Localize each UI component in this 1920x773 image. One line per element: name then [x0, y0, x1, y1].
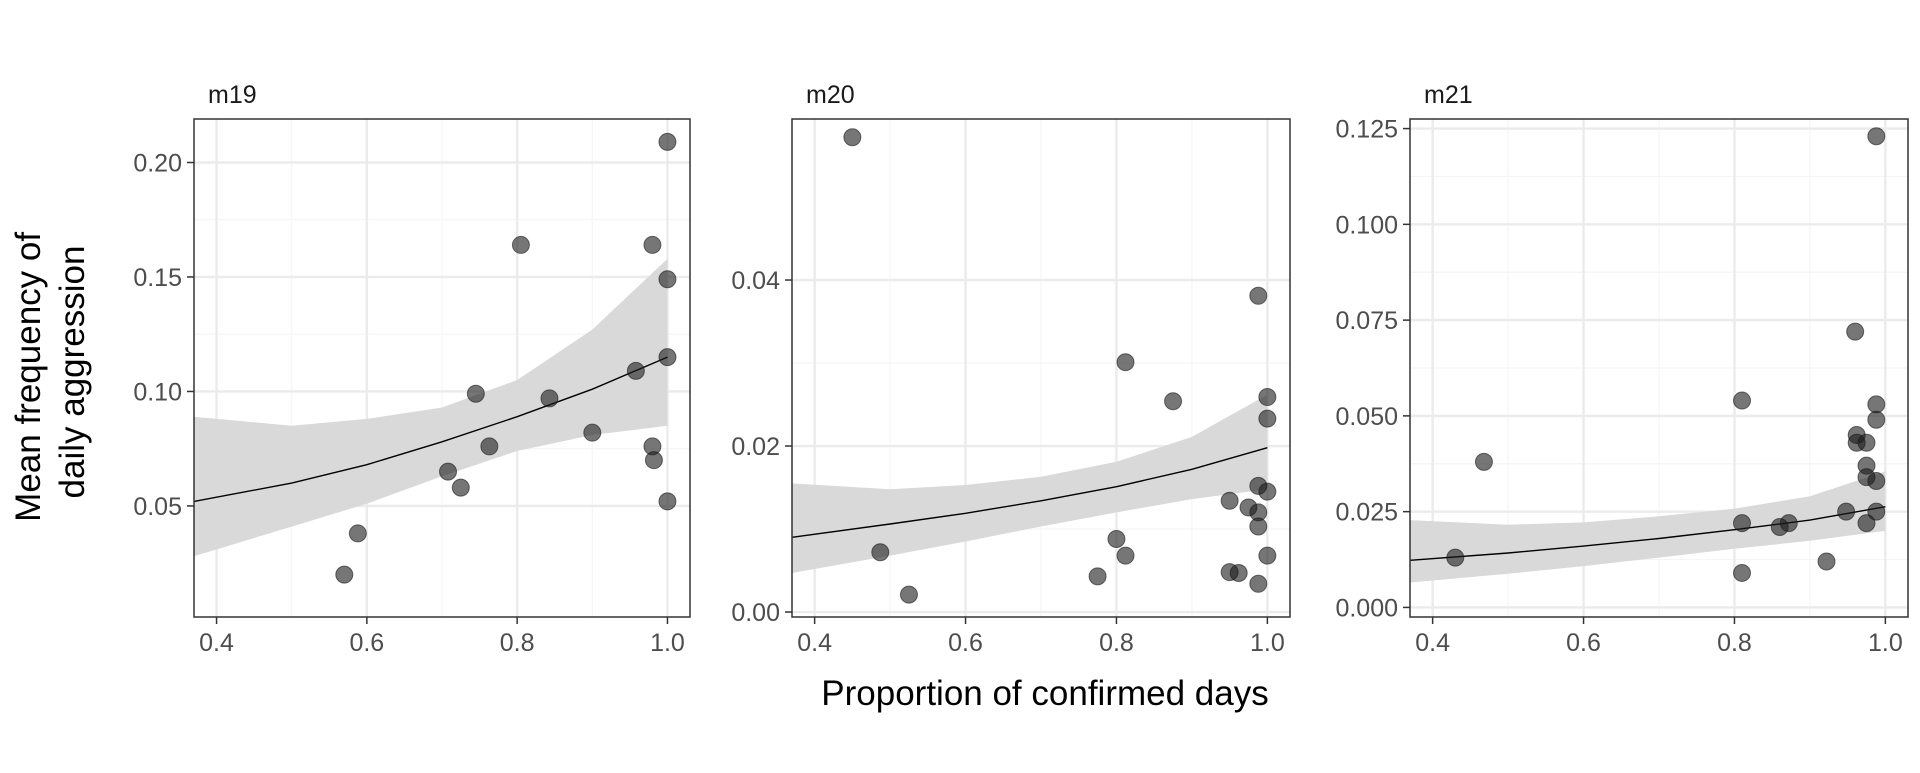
data-point	[1867, 410, 1886, 429]
confidence-ribbon	[194, 258, 668, 557]
data-point	[1867, 472, 1886, 491]
data-point	[871, 543, 890, 562]
x-tick-label: 0.4	[199, 629, 234, 657]
data-point	[1867, 502, 1886, 521]
data-point	[1817, 552, 1836, 571]
data-point	[1733, 563, 1751, 582]
y-tick-label: 0.125	[1335, 116, 1398, 144]
y-tick-label: 0.02	[731, 433, 780, 461]
data-point	[899, 585, 918, 604]
data-point	[1229, 564, 1248, 583]
data-point	[1116, 546, 1135, 565]
data-point	[658, 270, 677, 289]
panels-layer: 0.4 0.6 0.8 1.0 0.05 0.10 0.15 0.20 m19 0.4 0.6 0.8…	[133, 81, 1909, 657]
data-point	[1258, 482, 1277, 501]
x-tick-label: 0.6	[349, 629, 384, 657]
data-point	[1116, 353, 1135, 372]
y-tick-label: 0.075	[1335, 307, 1398, 335]
y-axis-title-line-2: daily aggression	[53, 246, 92, 499]
data-point	[1249, 517, 1268, 536]
y-tick-label: 0.025	[1335, 499, 1398, 527]
confidence-ribbon	[1410, 471, 1886, 583]
facet-panel-m19: 0.4 0.6 0.8 1.0 0.05 0.10 0.15 0.20 m19	[133, 81, 691, 657]
data-point	[1857, 433, 1876, 452]
confidence-ribbon	[792, 394, 1268, 573]
y-axis-title: Mean frequency of daily aggression	[9, 222, 92, 522]
data-point	[1446, 548, 1465, 567]
data-point	[658, 492, 677, 511]
fit-line	[792, 447, 1268, 538]
data-point	[658, 132, 677, 151]
fit-line	[194, 356, 668, 503]
data-point	[1258, 546, 1277, 565]
y-tick-label: 0.050	[1335, 403, 1398, 431]
data-point	[583, 423, 602, 442]
data-point	[1249, 286, 1268, 305]
y-tick-label: 0.10	[133, 378, 182, 406]
data-point	[1867, 127, 1886, 146]
panel-border	[791, 118, 1291, 618]
data-point	[540, 389, 559, 408]
facet-title: m21	[1424, 81, 1473, 109]
data-point	[1258, 388, 1277, 407]
y-tick-label: 0.04	[731, 267, 780, 295]
data-point	[1733, 514, 1751, 533]
panel-data	[194, 132, 677, 584]
x-tick-label: 1.0	[1868, 629, 1903, 657]
data-point	[335, 565, 354, 584]
data-point	[1164, 392, 1183, 411]
y-tick-label: 0.05	[133, 493, 182, 521]
data-point	[1867, 395, 1886, 414]
x-tick-label: 0.8	[500, 629, 535, 657]
data-point	[626, 361, 645, 380]
x-tick-label: 0.8	[1099, 629, 1134, 657]
y-tick-label: 0.20	[133, 150, 182, 178]
data-point	[1249, 574, 1268, 593]
x-tick-label: 0.4	[1415, 629, 1450, 657]
data-point	[1857, 514, 1876, 533]
y-tick-label: 0.15	[133, 264, 182, 292]
facet-title: m20	[806, 81, 855, 109]
y-tick-label: 0.100	[1335, 211, 1398, 239]
panel-data	[1410, 127, 1886, 583]
x-tick-label: 1.0	[1250, 629, 1285, 657]
data-point	[1258, 409, 1277, 428]
y-tick-label: 0.000	[1335, 594, 1398, 622]
data-point	[451, 478, 470, 497]
x-tick-label: 1.0	[650, 629, 685, 657]
panel-border	[1409, 118, 1909, 618]
panel-border	[193, 118, 691, 618]
data-point	[1220, 491, 1239, 510]
data-point	[658, 348, 677, 367]
data-point	[1474, 452, 1493, 471]
facet-panel-m21: 0.4 0.6 0.8 1.0 0.000 0.025 0.050 0.075 0.100 0.1…	[1335, 81, 1909, 657]
data-point	[480, 437, 499, 456]
data-point	[1779, 514, 1798, 533]
x-tick-label: 0.8	[1717, 629, 1752, 657]
facet-title: m19	[208, 81, 257, 109]
data-point	[1733, 391, 1751, 410]
data-point	[439, 462, 458, 481]
fit-line	[1410, 506, 1886, 561]
data-point	[1107, 529, 1126, 548]
x-axis-title: Proportion of confirmed days	[821, 674, 1268, 713]
data-point	[348, 524, 367, 543]
data-point	[644, 451, 663, 470]
data-point	[643, 235, 662, 254]
data-point	[1846, 322, 1865, 341]
data-point	[1837, 502, 1856, 521]
y-tick-label: 0.00	[731, 599, 780, 627]
x-tick-label: 0.4	[797, 629, 832, 657]
panel-data	[792, 128, 1277, 604]
data-point	[511, 235, 530, 254]
data-point	[1088, 567, 1107, 586]
x-tick-label: 0.6	[1566, 629, 1601, 657]
data-point	[843, 128, 862, 147]
facet-panel-m20: 0.4 0.6 0.8 1.0 0.00 0.02 0.04 m20	[731, 81, 1291, 657]
y-axis-title-line-1: Mean frequency of	[9, 232, 48, 522]
data-point	[466, 384, 485, 403]
x-tick-label: 0.6	[948, 629, 983, 657]
